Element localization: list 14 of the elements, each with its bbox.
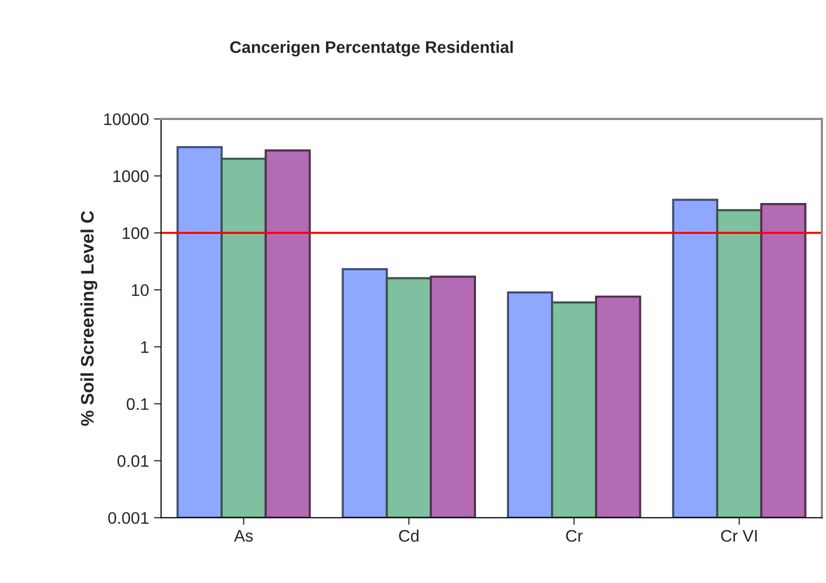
- y-axis-title: % Soil Screening Level C: [80, 210, 98, 426]
- y-tick-label: 0.001: [108, 512, 148, 524]
- x-tick-label: As: [234, 530, 253, 542]
- y-tick-label: 1000: [113, 170, 149, 182]
- x-tick-label: Cd: [399, 530, 418, 542]
- y-tick-label: 10: [132, 284, 149, 296]
- x-tick-label: Cr VI: [721, 530, 757, 542]
- y-tick-label: 100: [122, 227, 149, 240]
- y-tick-label: 10000: [104, 113, 149, 126]
- y-tick-label: 1: [141, 341, 148, 353]
- x-tick-label: Cr: [566, 530, 583, 542]
- y-tick-label: 0.01: [117, 455, 148, 467]
- y-tick-label: 0.1: [126, 398, 148, 410]
- chart-title: Cancerigen Percentatge Residential: [230, 40, 513, 56]
